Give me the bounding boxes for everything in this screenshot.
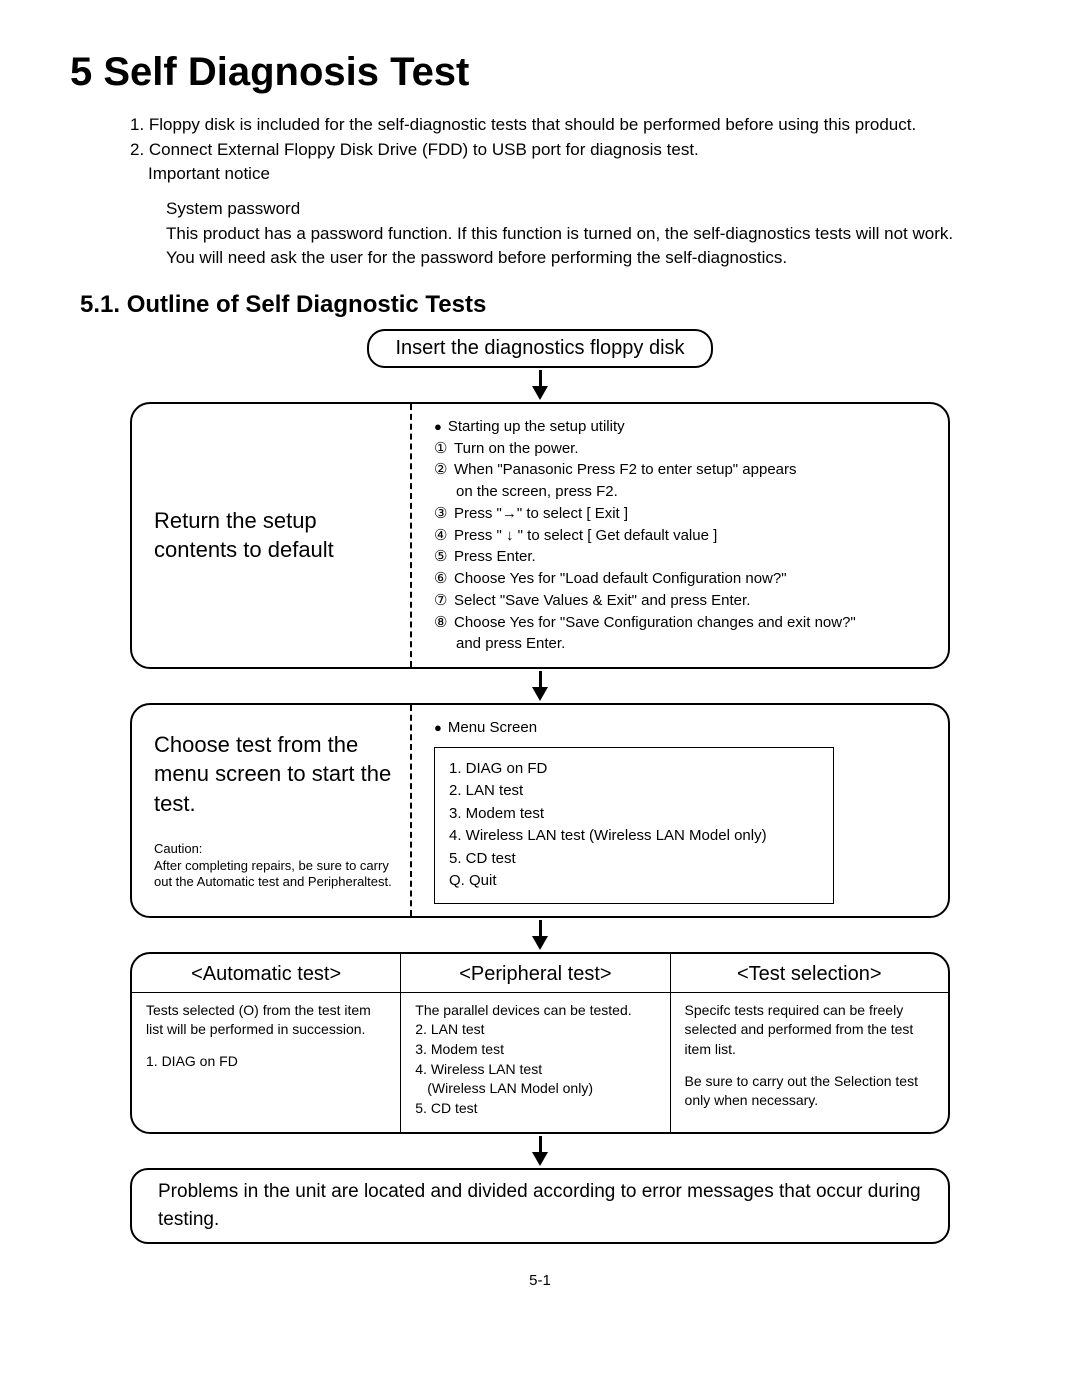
step-text: Turn on the power. bbox=[454, 440, 579, 457]
step-text: Press "→" to select [ Exit ] bbox=[454, 505, 628, 522]
col-text: 4. Wireless LAN test bbox=[415, 1060, 655, 1080]
password-note-a: This product has a password function. If… bbox=[166, 222, 1010, 247]
step-text: Press " ↓ " to select [ Get default valu… bbox=[454, 527, 717, 544]
caution-heading: Caution: bbox=[154, 841, 202, 856]
setup-default-box: Return the setup contents to default Sta… bbox=[130, 402, 950, 669]
menu-item: 3. Modem test bbox=[449, 803, 819, 826]
password-note-b: You will need ask the user for the passw… bbox=[166, 246, 1010, 271]
menu-item: 5. CD test bbox=[449, 848, 819, 871]
choose-test-title: Choose test from the menu screen to star… bbox=[154, 730, 394, 819]
setup-utility-bullet: Starting up the setup utility bbox=[434, 416, 930, 438]
menu-screen-bullet: Menu Screen bbox=[434, 717, 930, 739]
step-text: When "Panasonic Press F2 to enter setup"… bbox=[454, 461, 797, 478]
flowchart: Insert the diagnostics floppy disk Retur… bbox=[130, 329, 950, 1244]
automatic-test-heading: <Automatic test> bbox=[132, 954, 400, 993]
step-text: Choose Yes for "Load default Configurati… bbox=[454, 570, 787, 587]
menu-item: 1. DIAG on FD bbox=[449, 758, 819, 781]
step-text-sub: on the screen, press F2. bbox=[456, 481, 930, 503]
test-selection-heading: <Test selection> bbox=[671, 954, 948, 993]
test-types-box: <Automatic test> Tests selected (O) from… bbox=[130, 952, 950, 1135]
arrow-down-icon bbox=[130, 920, 950, 950]
intro-line-2: 2. Connect External Floppy Disk Drive (F… bbox=[130, 138, 1010, 163]
important-notice: Important notice bbox=[148, 162, 1010, 187]
setup-default-title: Return the setup contents to default bbox=[154, 506, 394, 565]
col-text: 5. CD test bbox=[415, 1099, 655, 1119]
chapter-heading: 5 Self Diagnosis Test bbox=[70, 50, 1010, 95]
col-text: The parallel devices can be tested. bbox=[415, 1001, 655, 1021]
peripheral-test-heading: <Peripheral test> bbox=[401, 954, 669, 993]
col-text: 2. LAN test bbox=[415, 1020, 655, 1040]
menu-screen-box: Choose test from the menu screen to star… bbox=[130, 703, 950, 918]
step-text: Choose Yes for "Save Configuration chang… bbox=[454, 614, 856, 631]
col-text: 1. DIAG on FD bbox=[146, 1052, 386, 1072]
menu-item: 4. Wireless LAN test (Wireless LAN Model… bbox=[449, 825, 819, 848]
page-number: 5-1 bbox=[70, 1272, 1010, 1289]
menu-item: 2. LAN test bbox=[449, 780, 819, 803]
menu-list: 1. DIAG on FD 2. LAN test 3. Modem test … bbox=[434, 747, 834, 904]
step-num: ② bbox=[434, 459, 454, 481]
col-text: Be sure to carry out the Selection test … bbox=[685, 1072, 934, 1111]
step-insert-disk: Insert the diagnostics floppy disk bbox=[367, 329, 712, 368]
col-text: Specifc tests required can be freely sel… bbox=[685, 1001, 934, 1060]
caution-text: After completing repairs, be sure to car… bbox=[154, 858, 392, 890]
step-num: ⑥ bbox=[434, 568, 454, 590]
col-text: 3. Modem test bbox=[415, 1040, 655, 1060]
col-text: (Wireless LAN Model only) bbox=[427, 1079, 655, 1099]
step-num: ⑦ bbox=[434, 590, 454, 612]
step-num: ① bbox=[434, 438, 454, 460]
arrow-down-icon bbox=[130, 671, 950, 701]
arrow-down-icon bbox=[130, 1136, 950, 1166]
step-text-sub: and press Enter. bbox=[456, 633, 930, 655]
intro-block: 1. Floppy disk is included for the self-… bbox=[130, 113, 1010, 271]
step-num: ⑤ bbox=[434, 546, 454, 568]
system-password-label: System password bbox=[166, 197, 1010, 222]
step-text: Select "Save Values & Exit" and press En… bbox=[454, 592, 750, 609]
arrow-down-icon bbox=[130, 370, 950, 400]
step-num: ③ bbox=[434, 503, 454, 525]
col-text: Tests selected (O) from the test item li… bbox=[146, 1001, 386, 1040]
section-heading: 5.1. Outline of Self Diagnostic Tests bbox=[80, 291, 1010, 319]
step-text: Press Enter. bbox=[454, 548, 536, 565]
step-num: ⑧ bbox=[434, 612, 454, 634]
menu-item: Q. Quit bbox=[449, 870, 819, 893]
intro-line-1: 1. Floppy disk is included for the self-… bbox=[130, 113, 1010, 138]
final-step: Problems in the unit are located and div… bbox=[130, 1168, 950, 1243]
step-num: ④ bbox=[434, 525, 454, 547]
